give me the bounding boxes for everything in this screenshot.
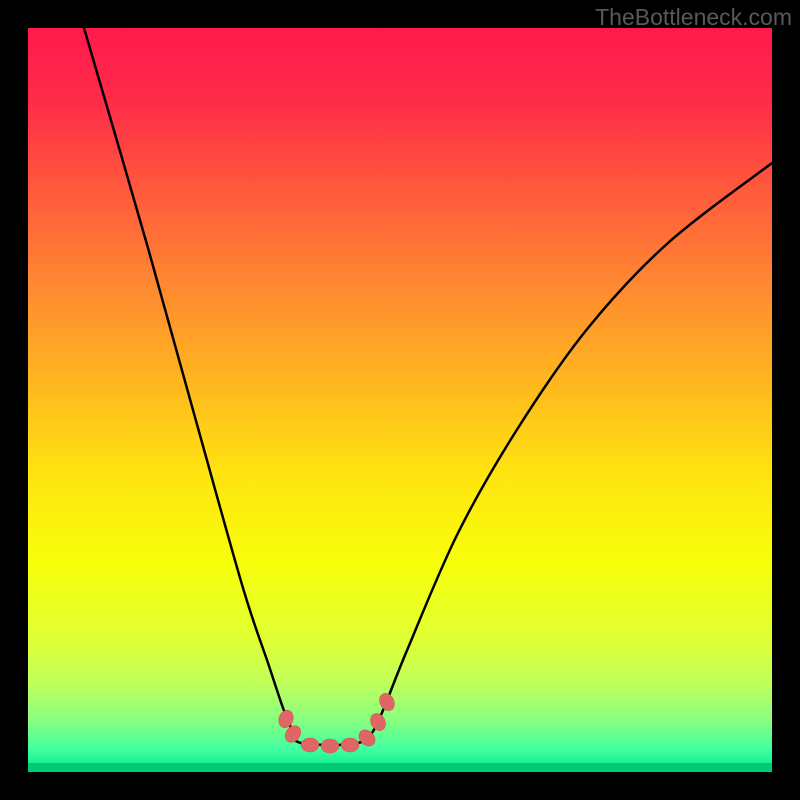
- curve-marker: [341, 738, 359, 752]
- plot-area: [28, 28, 772, 772]
- plot-svg: [28, 28, 772, 772]
- bottom-band: [28, 763, 772, 772]
- curve-marker: [301, 738, 319, 752]
- gradient-background: [28, 28, 772, 772]
- watermark-text: TheBottleneck.com: [595, 4, 792, 31]
- curve-marker: [321, 739, 339, 753]
- chart-frame: TheBottleneck.com: [0, 0, 800, 800]
